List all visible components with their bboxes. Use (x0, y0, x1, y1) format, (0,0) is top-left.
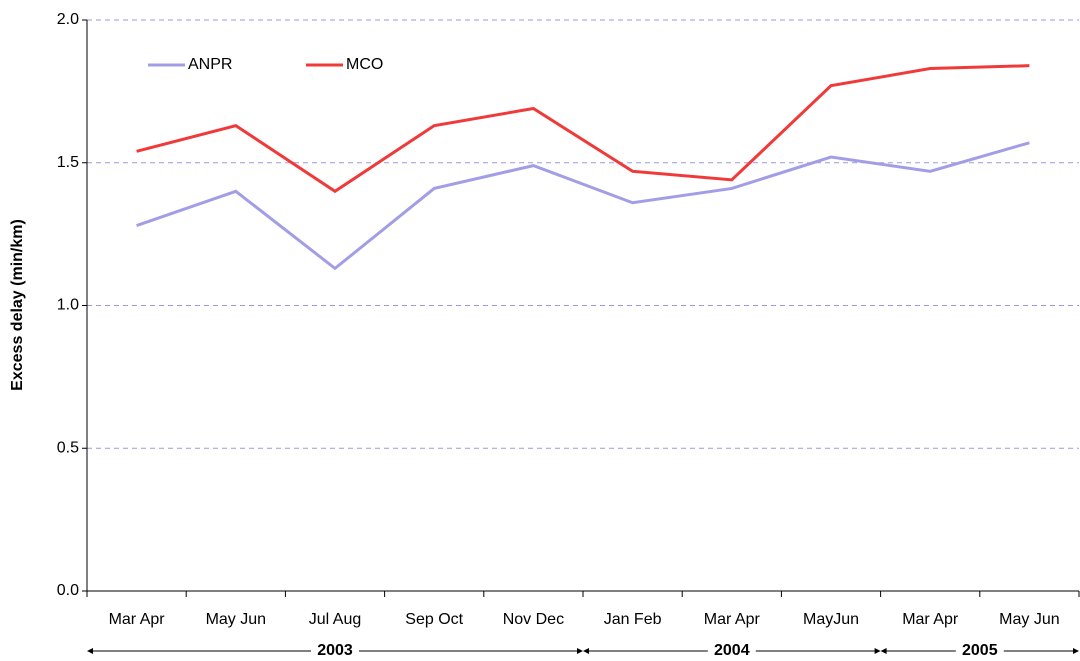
x-tick-label: MayJun (803, 611, 859, 628)
y-tick-label: 0.0 (57, 582, 79, 599)
x-tick-label: May Jun (999, 611, 1059, 628)
y-tick-label: 2.0 (57, 11, 79, 28)
line-series (136, 64, 1030, 194)
x-tick-label: Mar Apr (704, 611, 761, 628)
x-tick-label: Sep Oct (405, 611, 463, 628)
line-series (136, 141, 1030, 271)
y-tick-label: 1.0 (57, 297, 79, 314)
y-axis-label: Excess delay (min/km) (9, 219, 26, 391)
group-label: 2004 (714, 642, 750, 659)
x-tick-label: Jul Aug (309, 611, 361, 628)
x-tick-label: Mar Apr (902, 611, 959, 628)
x-tick-label: May Jun (206, 611, 266, 628)
legend-label: MCO (346, 56, 383, 73)
y-tick-label: 1.5 (57, 154, 79, 171)
x-tick-label: Jan Feb (604, 611, 662, 628)
group-label: 2005 (962, 642, 998, 659)
x-tick-label: Mar Apr (109, 611, 166, 628)
group-label: 2003 (317, 642, 353, 659)
y-tick-label: 0.5 (57, 439, 79, 456)
legend-label: ANPR (188, 56, 232, 73)
x-tick-label: Nov Dec (503, 611, 564, 628)
